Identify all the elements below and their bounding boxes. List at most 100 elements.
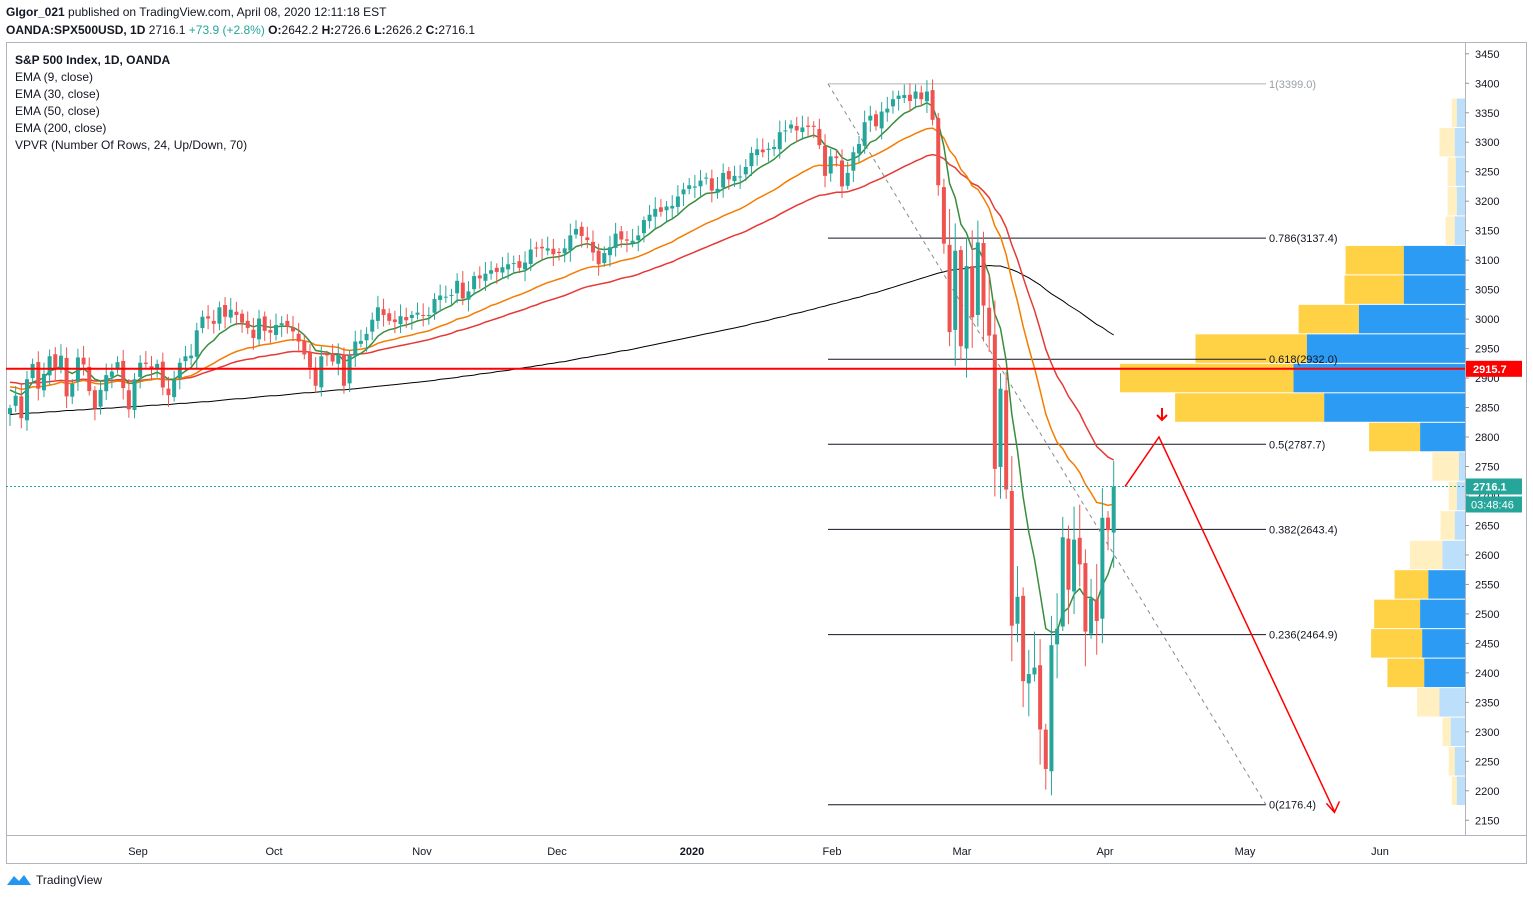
time-tick-label: May	[1235, 846, 1256, 858]
candle-body	[624, 239, 629, 241]
candle-body	[630, 240, 635, 244]
candle-body	[947, 244, 952, 333]
legend-main-series[interactable]: S&P 500 Index, 1D, OANDA	[15, 53, 171, 67]
candle-body	[98, 389, 103, 407]
time-tick-label: Feb	[823, 846, 842, 858]
vp-down-bar	[1440, 511, 1455, 540]
close-label: C:	[425, 23, 439, 37]
candle-body	[772, 146, 777, 150]
candle-body	[704, 177, 709, 179]
vp-down-bar	[1298, 304, 1359, 334]
candle-body	[398, 316, 403, 325]
vp-down-bar	[1451, 776, 1457, 806]
time-scale-border	[6, 835, 1527, 864]
candle-body	[551, 248, 556, 255]
candle-body	[1077, 537, 1082, 565]
candle-body	[223, 305, 228, 317]
vp-down-bar	[1175, 393, 1325, 422]
legend-vpvr[interactable]: VPVR (Number Of Rows, 24, Up/Down, 70)	[15, 138, 248, 152]
vp-down-bar	[1374, 599, 1421, 629]
candle-body	[913, 91, 918, 99]
vp-up-bar	[1454, 511, 1465, 540]
candle-body	[1072, 539, 1077, 592]
candle-body	[64, 357, 69, 397]
candle-body	[743, 166, 748, 175]
vp-down-bar	[1432, 452, 1459, 481]
candle-body	[307, 352, 312, 368]
fib-level-label: 0.236(2464.9)	[1269, 630, 1338, 642]
legend-ema-9[interactable]: EMA (9, close)	[15, 70, 94, 84]
published-text: published on TradingView.com, April 08, …	[68, 5, 387, 19]
candle-body	[579, 226, 584, 236]
time-tick-label: Apr	[1096, 846, 1113, 858]
candle-body	[811, 125, 816, 127]
vp-down-bar	[1447, 157, 1456, 186]
candle-body	[1015, 596, 1020, 624]
candle-body	[670, 205, 675, 209]
candle-body	[941, 187, 946, 244]
candle-body	[613, 233, 618, 248]
price-tick-label: 3350	[1475, 108, 1499, 120]
candle-body	[523, 262, 528, 270]
fib-level-label: 0.786(3137.4)	[1269, 233, 1338, 245]
candle-body	[823, 145, 828, 176]
fib-level-label: 0.5(2787.7)	[1269, 439, 1325, 451]
candle-body	[177, 362, 182, 379]
candle-body	[687, 185, 692, 189]
projection-arrowhead	[1325, 801, 1341, 814]
time-tick-label: Dec	[547, 846, 567, 858]
vp-down-bar	[1445, 216, 1455, 245]
candle-body	[896, 95, 901, 99]
candle-body	[936, 118, 941, 186]
price-tick-label: 2200	[1475, 786, 1499, 798]
candle-body	[404, 317, 409, 321]
vp-down-bar	[1442, 717, 1451, 747]
legend-ema-50[interactable]: EMA (50, close)	[15, 104, 100, 118]
candle-body	[732, 175, 737, 182]
publisher-name[interactable]: GIgor_021	[6, 5, 65, 19]
candle-body	[766, 148, 771, 150]
price-tick-label: 2350	[1475, 697, 1499, 709]
candle-body	[426, 314, 431, 316]
vp-up-bar	[1306, 334, 1465, 363]
candle-body	[370, 319, 375, 332]
low-value: 2626.2	[385, 23, 423, 37]
price-axis[interactable]: 2150 2200 2250 2300 2350 2400 2450 2500 2550 2600…	[1465, 49, 1522, 827]
last-price: 2716.1	[148, 23, 186, 37]
candle-body	[115, 362, 120, 370]
candle-body	[1055, 628, 1060, 645]
candle-body	[8, 408, 12, 415]
candle-body	[41, 373, 46, 391]
candle-body	[189, 355, 194, 359]
open-value: 2642.2	[281, 23, 319, 37]
candle-body	[257, 318, 262, 340]
symbol-label[interactable]: OANDA:SPX500USD, 1D	[6, 23, 146, 37]
vp-up-bar	[1454, 216, 1465, 245]
price-tick-label: 2650	[1475, 520, 1499, 532]
tradingview-logo-icon	[7, 875, 31, 885]
candle-body	[755, 149, 760, 156]
vp-down-bar	[1447, 186, 1457, 216]
candle-body	[274, 325, 279, 335]
candle-body	[675, 196, 680, 207]
candle-body	[336, 355, 341, 364]
legend-ema-200[interactable]: EMA (200, close)	[15, 121, 107, 135]
candle-body	[641, 220, 646, 234]
fib-level-label: 0(2176.4)	[1269, 800, 1316, 812]
candle-body	[172, 379, 177, 398]
price-tick-label: 2450	[1475, 638, 1499, 650]
candle-body	[1026, 674, 1031, 684]
candle-body	[800, 127, 805, 133]
candle-body	[562, 248, 567, 254]
time-axis[interactable]: Sep Oct Nov Dec 2020 Feb Mar Apr May Jun	[128, 846, 1389, 858]
candle-body	[692, 186, 697, 188]
legend-ema-30[interactable]: EMA (30, close)	[15, 87, 100, 101]
ema-lines	[9, 101, 1115, 633]
candle-body	[81, 357, 86, 365]
candle-body	[455, 280, 460, 294]
brand-footer[interactable]: TradingView	[6, 873, 102, 887]
candle-body	[92, 390, 97, 409]
candle-body	[953, 250, 958, 330]
candle-body	[885, 108, 890, 113]
